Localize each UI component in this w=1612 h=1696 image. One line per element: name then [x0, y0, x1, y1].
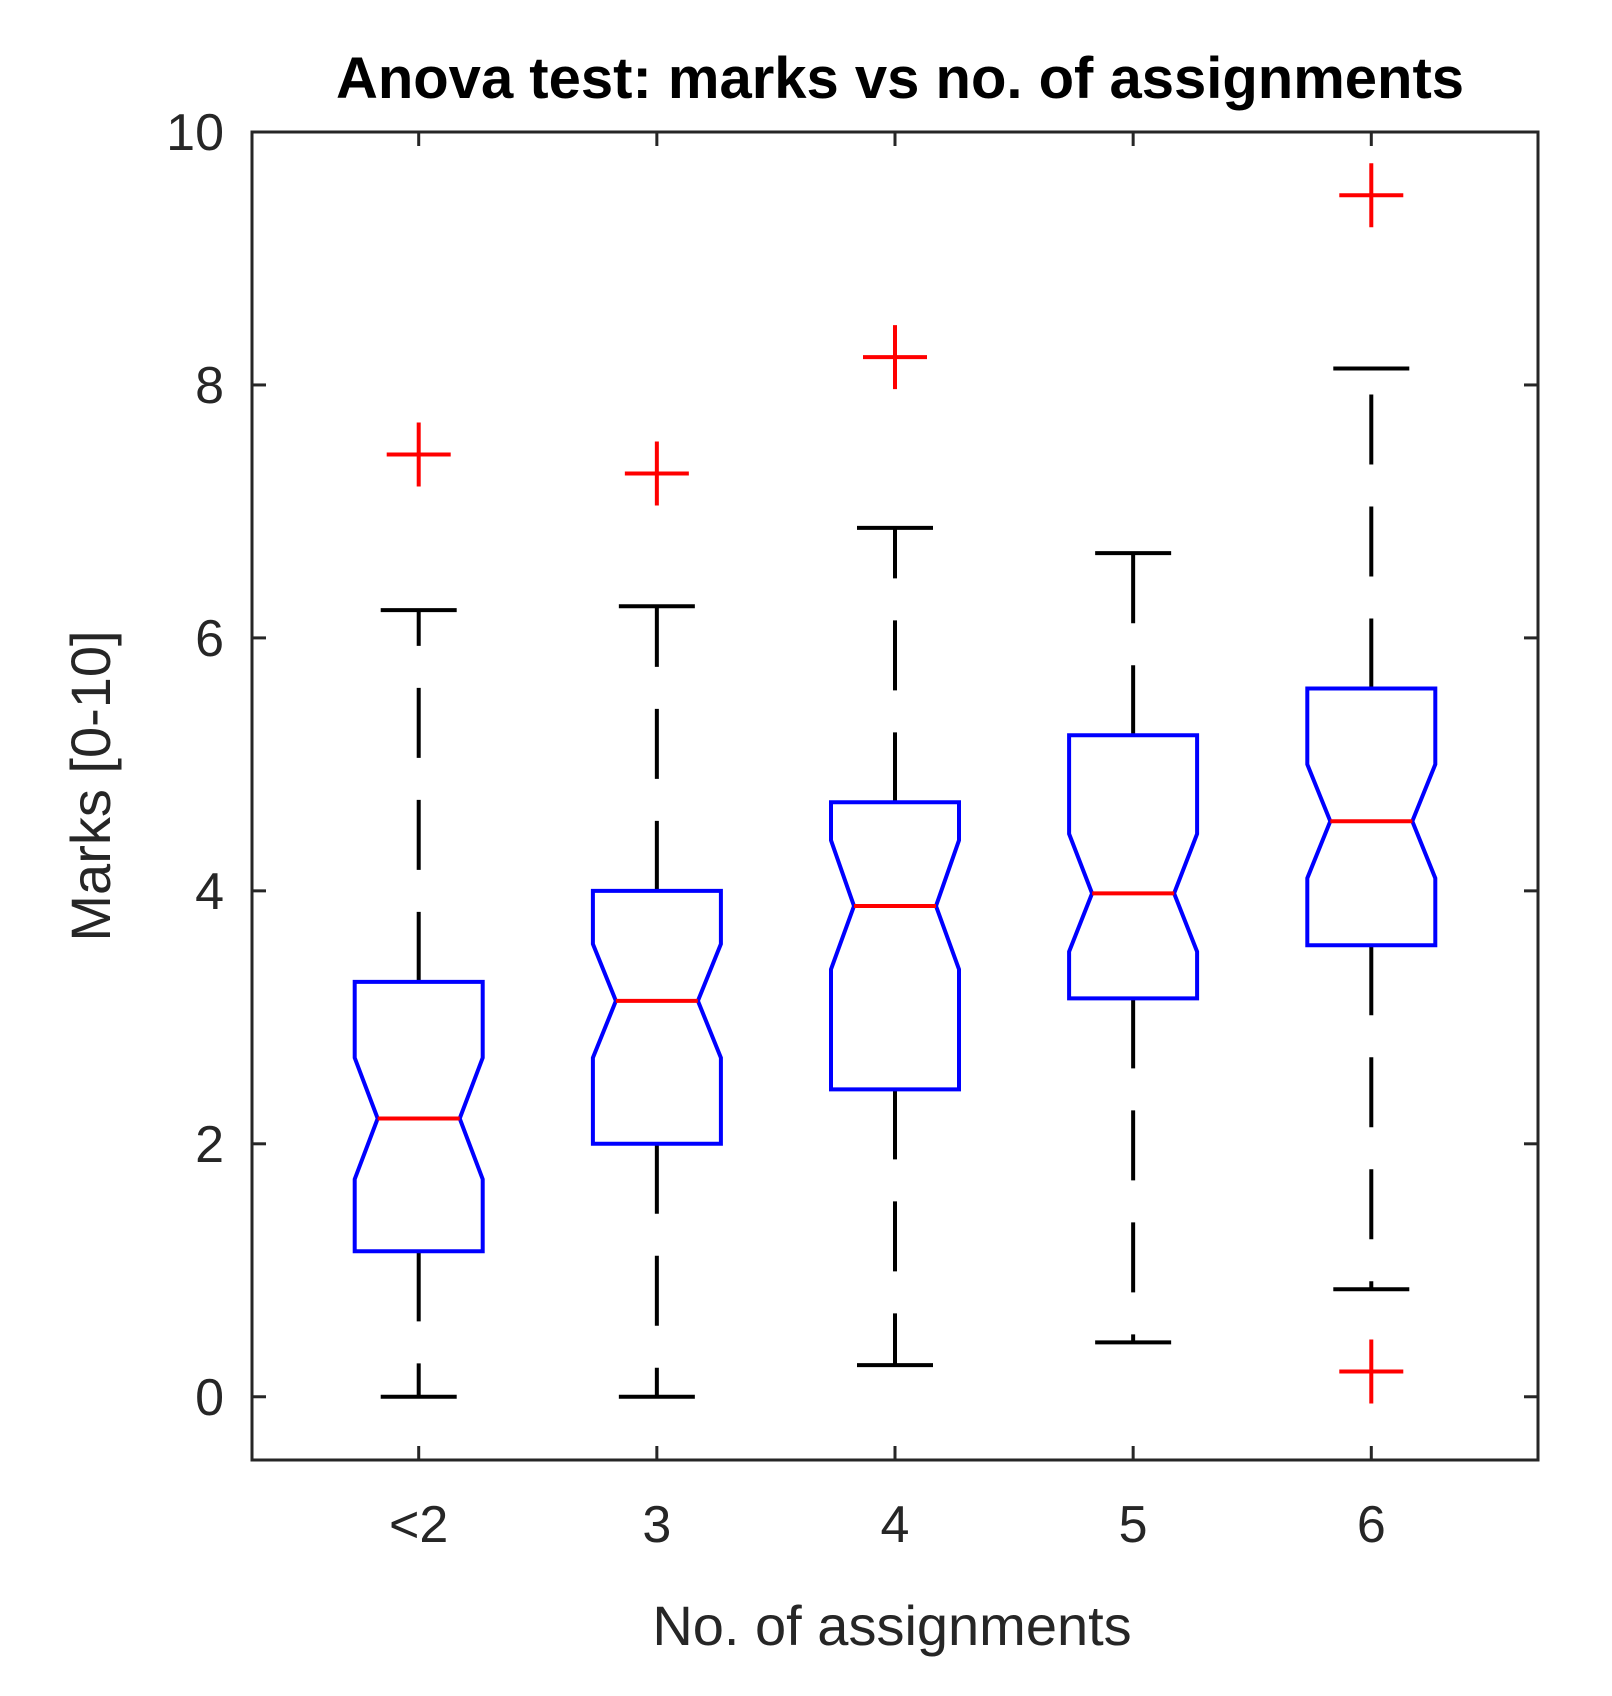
outlier-marker [624, 441, 689, 506]
y-tick-label: 8 [195, 357, 224, 415]
notched-box [1305, 686, 1438, 948]
x-axis-label: No. of assignments [652, 1594, 1131, 1657]
box-group-1 [352, 422, 485, 1399]
box-group-2 [590, 441, 723, 1399]
x-tick-label: <2 [389, 1496, 448, 1554]
notched-box [590, 888, 723, 1146]
x-tick-label: 4 [881, 1496, 910, 1554]
outlier-marker [1339, 163, 1404, 228]
y-tick-label: 2 [195, 1116, 224, 1174]
y-tick-label: 10 [166, 104, 224, 162]
box-group-3 [829, 325, 961, 1368]
box-group-4 [1067, 551, 1200, 1345]
notched-box [1067, 733, 1200, 1001]
y-tick-label: 0 [195, 1369, 224, 1427]
box-group-5 [1305, 163, 1438, 1404]
x-tick-label: 3 [642, 1496, 671, 1554]
outlier-marker [1339, 1339, 1404, 1404]
y-tick-label: 6 [195, 610, 224, 668]
x-tick-label: 6 [1357, 1496, 1386, 1554]
plot-area [352, 163, 1438, 1404]
outlier-marker [863, 325, 927, 390]
x-tick-label: 5 [1119, 1496, 1148, 1554]
notched-box [829, 800, 961, 1092]
chart-title: Anova test: marks vs no. of assignments [336, 46, 1464, 111]
axes: 0 2 4 6 8 10 <2 3 4 5 6 [166, 104, 1540, 1554]
notched-box [352, 979, 485, 1254]
outlier-marker [386, 422, 451, 487]
y-tick-label: 4 [195, 863, 224, 921]
y-axis-label: Marks [0-10] [59, 630, 122, 941]
